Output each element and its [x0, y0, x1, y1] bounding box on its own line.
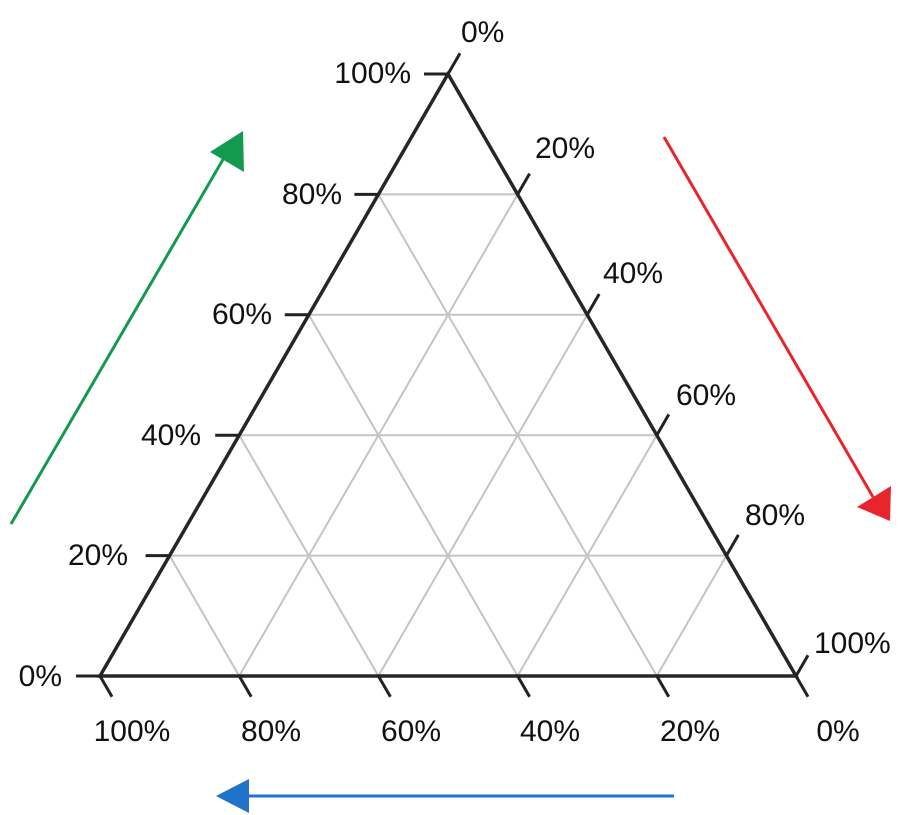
- grid-line: [307, 314, 519, 677]
- left-axis-labels: 0% 20% 40% 60% 80% 100%: [19, 57, 411, 693]
- tick-marks: [76, 52, 810, 698]
- bottom-tick-label: 60%: [381, 715, 441, 748]
- grid-line: [377, 193, 658, 677]
- bottom-axis-labels: 100% 80% 60% 40% 20% 0%: [94, 715, 860, 748]
- right-tick-label: 0%: [461, 16, 504, 49]
- grid-lines: [168, 193, 728, 677]
- right-tick-mark: [585, 293, 601, 316]
- grid-line: [168, 555, 241, 677]
- right-tick-label: 80%: [745, 499, 805, 532]
- left-tick-label: 0%: [19, 660, 62, 693]
- right-axis-arrow: [662, 136, 891, 521]
- bottom-tick-label: 40%: [520, 715, 580, 748]
- bottom-tick-label: 100%: [94, 715, 171, 748]
- grid-line: [377, 314, 589, 677]
- right-tick-mark: [725, 534, 740, 557]
- right-tick-mark: [794, 654, 810, 677]
- left-axis-arrow: [9, 131, 244, 525]
- grid-line: [655, 555, 728, 677]
- right-tick-mark: [655, 413, 671, 436]
- right-tick-label: 100%: [814, 627, 891, 660]
- left-tick-label: 20%: [68, 539, 128, 572]
- left-tick-label: 100%: [334, 57, 411, 90]
- bottom-tick-label: 0%: [816, 715, 859, 748]
- bottom-tick-label: 80%: [241, 715, 301, 748]
- bottom-tick-mark: [516, 675, 531, 698]
- right-tick-mark: [516, 172, 531, 196]
- right-axis-labels: 0% 20% 40% 60% 80% 100%: [461, 16, 891, 660]
- grid-line: [238, 434, 380, 677]
- left-tick-label: 60%: [212, 298, 272, 331]
- bottom-tick-mark: [98, 675, 114, 698]
- bottom-tick-label: 20%: [660, 715, 720, 748]
- left-tick-label: 80%: [282, 178, 342, 211]
- bottom-tick-mark: [377, 675, 392, 698]
- triangle-outline: [96, 70, 800, 678]
- right-tick-label: 20%: [535, 132, 595, 165]
- bottom-tick-mark: [237, 675, 253, 698]
- bottom-tick-mark: [655, 675, 671, 698]
- right-tick-mark: [446, 52, 462, 75]
- right-tick-label: 40%: [603, 257, 663, 290]
- bottom-axis-arrow: [216, 779, 674, 813]
- right-tick-label: 60%: [676, 379, 736, 412]
- bottom-tick-mark: [794, 675, 810, 698]
- left-tick-label: 40%: [141, 419, 201, 452]
